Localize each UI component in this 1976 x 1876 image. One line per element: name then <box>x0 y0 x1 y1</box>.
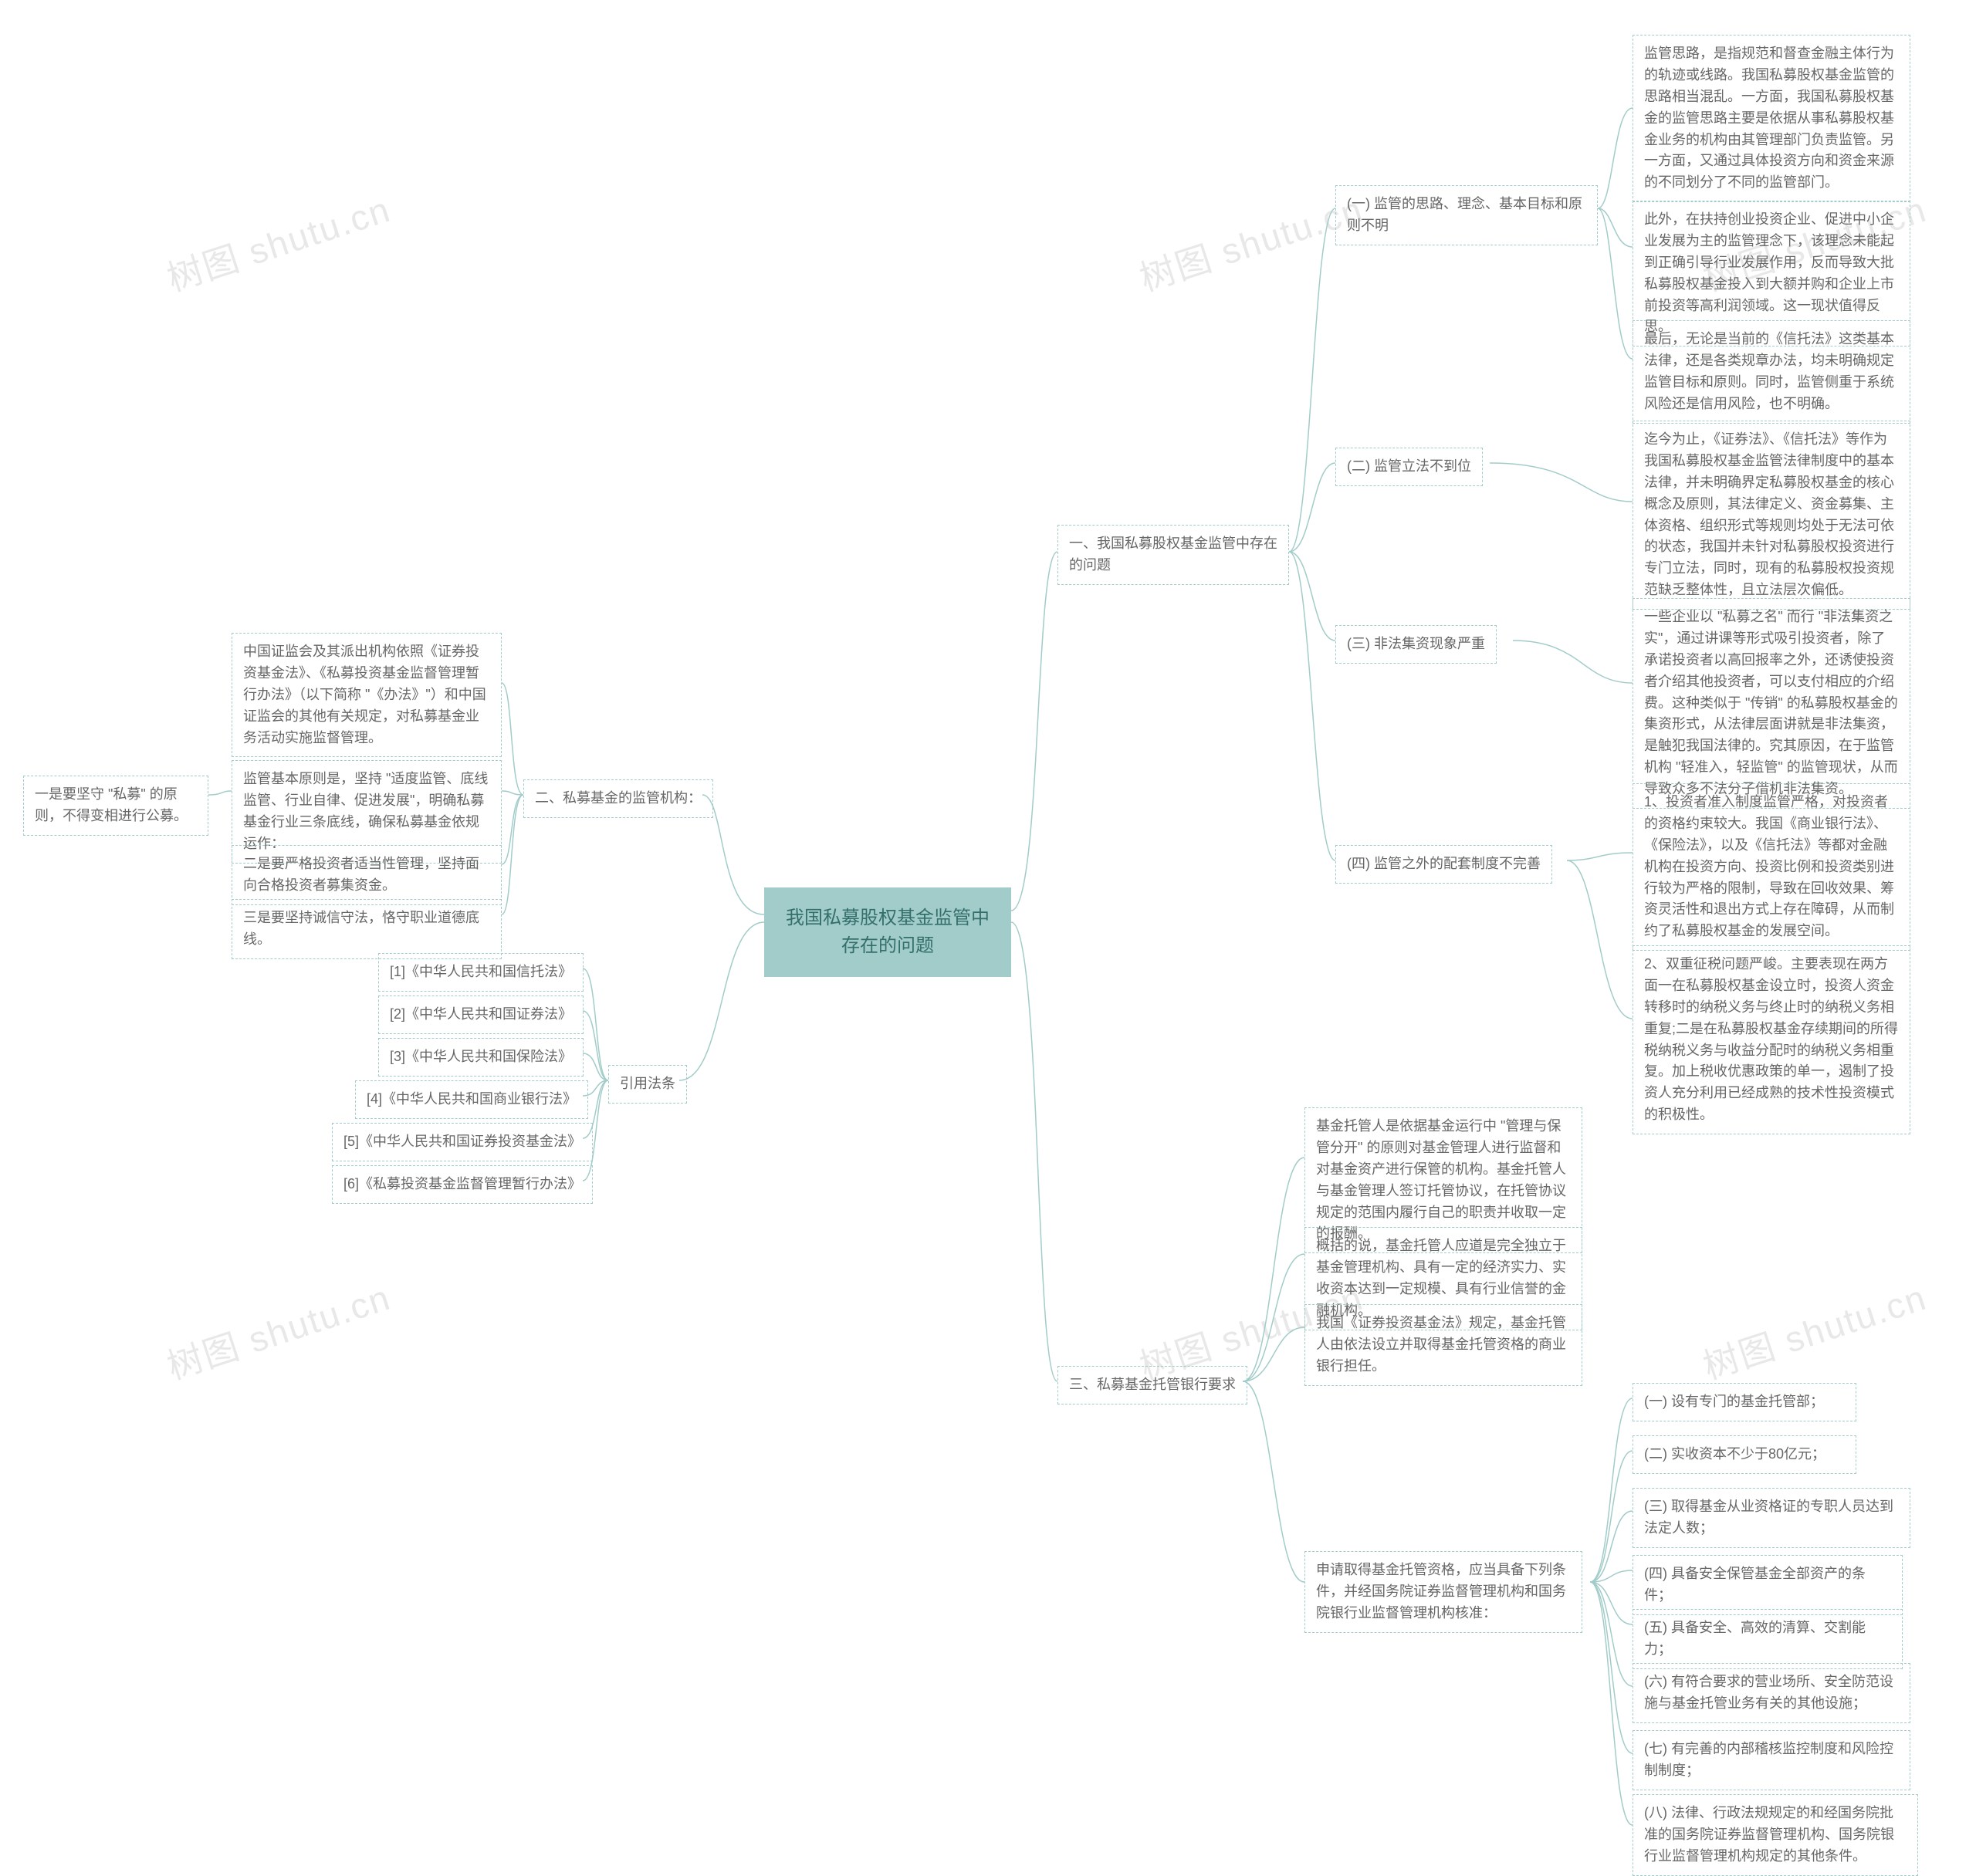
problem-3-detail[interactable]: 一些企业以 "私募之名" 而行 "非法集资之实"，通过讲课等形式吸引投资者，除了… <box>1633 598 1910 809</box>
requirement-item[interactable]: (三) 取得基金从业资格证的专职人员达到法定人数； <box>1633 1488 1910 1548</box>
mindmap-canvas: 树图 shutu.cn 树图 shutu.cn 树图 shutu.cn 树图 s… <box>0 0 1976 1861</box>
section-1[interactable]: 一、我国私募股权基金监管中存在的问题 <box>1057 525 1289 585</box>
requirement-item[interactable]: (七) 有完善的内部稽核监控制度和风险控制制度； <box>1633 1730 1910 1790</box>
problem-3[interactable]: (三) 非法集资现象严重 <box>1335 625 1497 664</box>
problem-2[interactable]: (二) 监管立法不到位 <box>1335 448 1483 486</box>
problem-4-detail[interactable]: 2、双重征税问题严峻。主要表现在两方面一在私募股权基金设立时，投资人资金转移时的… <box>1633 945 1910 1134</box>
section-3-item[interactable]: 我国《证券投资基金法》规定，基金托管人由依法设立并取得基金托管资格的商业银行担任… <box>1304 1304 1582 1386</box>
section-2-item[interactable]: 二是要严格投资者适当性管理，坚持面向合格投资者募集资金。 <box>232 845 502 905</box>
watermark: 树图 shutu.cn <box>160 1269 396 1390</box>
problem-4-detail[interactable]: 1、投资者准入制度监管严格，对投资者的资格约束较大。我国《商业银行法》、《保险法… <box>1633 783 1910 951</box>
root-node[interactable]: 我国私募股权基金监管中 存在的问题 <box>764 887 1011 977</box>
requirement-item[interactable]: (二) 实收资本不少于80亿元； <box>1633 1435 1856 1474</box>
problem-1-detail[interactable]: 最后，无论是当前的《信托法》这类基本法律，还是各类规章办法，均未明确规定监管目标… <box>1633 320 1910 424</box>
problem-1[interactable]: (一) 监管的思路、理念、基本目标和原则不明 <box>1335 185 1598 245</box>
section-2[interactable]: 二、私募基金的监管机构： <box>523 779 713 818</box>
reference-item[interactable]: [2]《中华人民共和国证券法》 <box>378 995 584 1034</box>
requirement-item[interactable]: (八) 法律、行政法规规定的和经国务院批准的国务院证券监督管理机构、国务院银行业… <box>1633 1794 1918 1876</box>
section-2-subitem[interactable]: 一是要坚守 "私募" 的原则，不得变相进行公募。 <box>23 776 208 836</box>
reference-item[interactable]: [3]《中华人民共和国保险法》 <box>378 1038 584 1077</box>
requirement-item[interactable]: (六) 有符合要求的营业场所、安全防范设施与基金托管业务有关的其他设施； <box>1633 1663 1910 1723</box>
reference-item[interactable]: [6]《私募投资基金监督管理暂行办法》 <box>332 1165 593 1204</box>
requirement-item[interactable]: (四) 具备安全保管基金全部资产的条件； <box>1633 1555 1903 1615</box>
reference-item[interactable]: [1]《中华人民共和国信托法》 <box>378 953 584 992</box>
requirement-item[interactable]: (五) 具备安全、高效的清算、交割能力； <box>1633 1609 1903 1669</box>
problem-2-detail[interactable]: 迄今为止，《证券法》、《信托法》等作为我国私募股权基金监管法律制度中的基本法律，… <box>1633 421 1910 610</box>
problem-1-detail[interactable]: 监管思路，是指规范和督查金融主体行为的轨迹或线路。我国私募股权基金监管的思路相当… <box>1633 35 1910 202</box>
watermark: 树图 shutu.cn <box>1132 181 1369 302</box>
requirement-item[interactable]: (一) 设有专门的基金托管部； <box>1633 1383 1856 1421</box>
watermark: 树图 shutu.cn <box>1696 1269 1932 1390</box>
section-3[interactable]: 三、私募基金托管银行要求 <box>1057 1366 1247 1404</box>
section-3-item[interactable]: 申请取得基金托管资格，应当具备下列条件，并经国务院证券监督管理机构和国务院银行业… <box>1304 1551 1582 1633</box>
section-references[interactable]: 引用法条 <box>608 1065 687 1104</box>
reference-item[interactable]: [5]《中华人民共和国证券投资基金法》 <box>332 1123 593 1161</box>
reference-item[interactable]: [4]《中华人民共和国商业银行法》 <box>355 1080 588 1119</box>
section-2-item[interactable]: 三是要坚持诚信守法，恪守职业道德底线。 <box>232 899 502 959</box>
watermark: 树图 shutu.cn <box>160 181 396 302</box>
section-2-item[interactable]: 中国证监会及其派出机构依照《证券投资基金法》、《私募投资基金监督管理暂行办法》（… <box>232 633 502 757</box>
problem-4[interactable]: (四) 监管之外的配套制度不完善 <box>1335 845 1552 884</box>
